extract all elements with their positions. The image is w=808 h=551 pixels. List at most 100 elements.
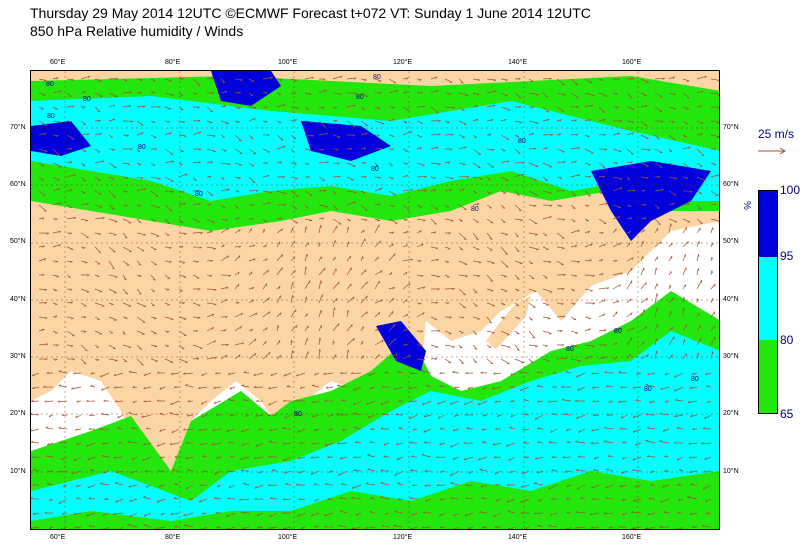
wind-arrow bbox=[150, 344, 157, 347]
wind-arrow-head bbox=[167, 121, 171, 123]
wind-arrow bbox=[430, 204, 439, 210]
wind-arrow-head bbox=[268, 387, 271, 390]
wind-arrow bbox=[117, 414, 124, 419]
wind-arrow bbox=[493, 372, 502, 375]
wind-arrow-head bbox=[382, 413, 385, 415]
wind-arrow bbox=[402, 91, 408, 94]
wind-arrow bbox=[327, 456, 334, 459]
wind-arrow bbox=[206, 148, 216, 152]
wind-arrow-head bbox=[87, 457, 90, 461]
wind-arrow bbox=[444, 288, 455, 290]
wind-arrow bbox=[520, 484, 530, 488]
wind-arrow bbox=[514, 288, 520, 291]
wind-arrow-head bbox=[46, 232, 50, 235]
wind-arrow bbox=[598, 313, 605, 318]
wind-arrow bbox=[570, 106, 579, 108]
wind-arrow bbox=[439, 442, 446, 446]
wind-arrow bbox=[570, 218, 576, 222]
rh-band-95-100-north-top bbox=[211, 71, 281, 106]
wind-arrow-head bbox=[421, 453, 425, 456]
wind-arrow bbox=[710, 120, 719, 123]
wind-arrow-head bbox=[423, 441, 427, 444]
wind-arrow-head bbox=[125, 292, 128, 295]
wind-arrow bbox=[514, 173, 524, 178]
wind-arrow-head bbox=[352, 402, 355, 406]
wind-arrow-head bbox=[365, 482, 369, 485]
wind-arrow bbox=[507, 510, 516, 514]
wind-arrow bbox=[514, 316, 520, 319]
wind-arrow bbox=[178, 173, 188, 178]
wind-arrow bbox=[131, 427, 138, 430]
wind-arrow-head bbox=[687, 495, 690, 498]
wind-arrow bbox=[621, 414, 628, 419]
wind-arrow bbox=[640, 354, 649, 360]
wind-arrow bbox=[635, 399, 642, 402]
wind-arrow bbox=[649, 400, 656, 404]
wind-arrow-head bbox=[618, 525, 622, 528]
wind-arrow-head bbox=[355, 513, 358, 516]
wind-arrow bbox=[360, 238, 366, 248]
wind-arrow bbox=[346, 77, 357, 80]
wind-arrow bbox=[136, 105, 146, 108]
wind-arrow bbox=[458, 162, 466, 165]
wind-arrow-head bbox=[85, 349, 88, 352]
wind-arrow-head bbox=[364, 269, 367, 273]
wind-arrow bbox=[584, 134, 590, 137]
wind-arrow-head bbox=[466, 427, 469, 429]
wind-arrow-head bbox=[49, 498, 51, 502]
wind-arrow-head bbox=[566, 511, 570, 514]
wind-arrow-head bbox=[156, 444, 160, 447]
humidity-wind-map: 80 80 80 80 80 80 80 80 80 80 80 80 80 8… bbox=[31, 71, 719, 529]
wind-arrow-head bbox=[479, 468, 483, 470]
wind-arrow bbox=[458, 330, 464, 334]
wind-arrow bbox=[241, 428, 250, 433]
wind-arrow bbox=[290, 295, 293, 304]
wind-arrow-head bbox=[687, 203, 691, 206]
wind-arrow bbox=[622, 512, 628, 516]
wind-arrow-head bbox=[391, 205, 395, 208]
lat-label-left-20: 20°N bbox=[10, 410, 26, 417]
wind-arrow bbox=[467, 526, 474, 529]
wind-arrow-head bbox=[199, 131, 202, 134]
wind-arrow-head bbox=[268, 526, 271, 529]
wind-arrow bbox=[122, 91, 132, 94]
wind-arrow bbox=[542, 232, 548, 236]
wind-arrow bbox=[663, 511, 670, 514]
wind-arrow-head bbox=[704, 416, 707, 419]
wind-arrow bbox=[328, 470, 334, 473]
wind-arrow-head bbox=[704, 75, 707, 79]
wind-arrow-head bbox=[576, 106, 579, 109]
wind-arrow-head bbox=[240, 457, 243, 460]
wind-arrow-head bbox=[241, 342, 244, 345]
wind-arrow-head bbox=[492, 262, 495, 264]
wind-arrow-head bbox=[326, 161, 329, 164]
wind-arrow bbox=[472, 78, 480, 81]
wind-arrow bbox=[472, 302, 478, 307]
wind-arrow bbox=[416, 243, 424, 248]
wind-arrow bbox=[234, 176, 241, 179]
wind-arrow-head bbox=[405, 299, 408, 303]
wind-arrow bbox=[136, 218, 142, 224]
wind-arrow bbox=[570, 245, 577, 248]
wind-arrow bbox=[276, 204, 286, 206]
wind-arrow-head bbox=[397, 370, 401, 373]
wind-arrow-head bbox=[510, 385, 513, 388]
wind-arrow-head bbox=[700, 90, 704, 94]
wind-arrow-head bbox=[524, 455, 527, 458]
wind-arrow-head bbox=[436, 258, 439, 262]
wind-arrow-head bbox=[671, 327, 674, 330]
wind-arrow bbox=[696, 176, 707, 181]
wind-arrow bbox=[304, 148, 312, 151]
wind-arrow bbox=[388, 286, 395, 290]
wind-arrow-head bbox=[534, 457, 538, 460]
wind-arrow bbox=[626, 327, 635, 332]
wind-arrow-head bbox=[198, 428, 202, 431]
wind-arrow bbox=[201, 414, 208, 418]
wind-arrow-head bbox=[672, 202, 675, 205]
wind-arrow bbox=[214, 470, 222, 475]
wind-arrow bbox=[262, 311, 271, 318]
wind-arrow-head bbox=[141, 364, 144, 366]
wind-arrow-head bbox=[321, 107, 325, 109]
wind-arrow-head bbox=[59, 121, 63, 124]
wind-arrow bbox=[332, 323, 340, 332]
